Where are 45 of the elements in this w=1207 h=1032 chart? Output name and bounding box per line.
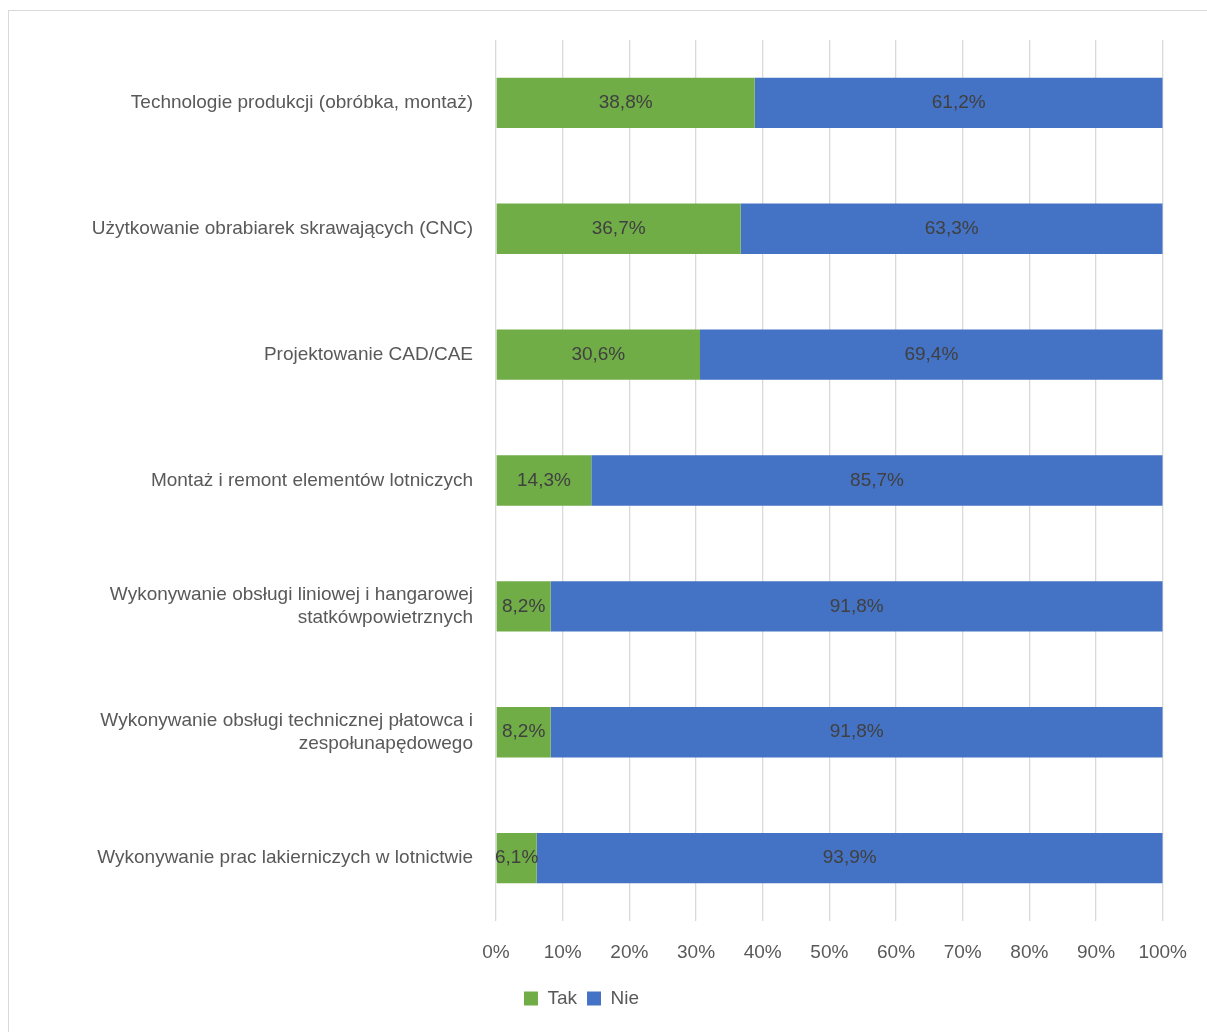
data-label: 69,4%: [904, 342, 959, 364]
data-label: 36,7%: [591, 217, 646, 239]
x-tick-label: 50%: [810, 940, 849, 962]
x-tick-label: 90%: [1077, 940, 1116, 962]
bar: [496, 455, 592, 506]
x-tick-label: 60%: [877, 940, 916, 962]
y-tick-label: Wykonywanie obsługi technicznej płatowca i zespołunapędowego: [100, 709, 473, 753]
data-label: 63,3%: [924, 217, 979, 239]
x-tick-label: 0%: [482, 940, 510, 962]
bar: [591, 455, 1163, 506]
bar: [550, 707, 1163, 758]
bar: [550, 581, 1163, 632]
y-tick-label: Wykonywanie obsługi liniowej i hangarowej statkówpowietrznych: [109, 583, 473, 627]
legend-label: Nie: [610, 986, 640, 1008]
x-tick-label: 70%: [943, 940, 982, 962]
data-label: 8,2%: [502, 594, 546, 616]
data-label: 93,9%: [822, 846, 877, 868]
data-label: 38,8%: [598, 91, 653, 113]
bar: [496, 203, 741, 254]
y-tick-label: Projektowanie CAD/CAE: [263, 342, 473, 364]
bar: [496, 581, 551, 632]
x-tick-label: 80%: [1010, 940, 1049, 962]
x-tick-label: 30%: [677, 940, 716, 962]
data-label: 91,8%: [829, 594, 884, 616]
bar: [754, 77, 1163, 129]
x-tick-label: 20%: [610, 940, 649, 962]
legend-label: Tak: [547, 986, 578, 1008]
bar: [536, 832, 1163, 884]
data-label: 85,7%: [850, 468, 905, 490]
bar: [700, 329, 1163, 380]
y-tick-label: Technologie produkcji (obróbka, montaż): [130, 91, 473, 113]
data-label: 61,2%: [931, 91, 986, 113]
x-tick-label: 40%: [743, 940, 782, 962]
y-tick-label: Użytkowanie obrabiarek skrawających (CNC): [91, 217, 473, 239]
data-label: 8,2%: [502, 720, 546, 742]
y-tick-label: Montaż i remont elementów lotniczych: [150, 468, 473, 490]
bar: [496, 329, 701, 380]
data-label: 91,8%: [829, 720, 884, 742]
y-tick-label: Wykonywanie prac lakierniczych w lotnictwie: [97, 846, 473, 868]
data-label: 14,3%: [517, 468, 572, 490]
x-tick-label: 100%: [1138, 940, 1188, 962]
data-label: 30,6%: [571, 342, 626, 364]
x-tick-label: 10%: [543, 940, 582, 962]
bar: [496, 77, 755, 129]
bar: [740, 203, 1163, 254]
